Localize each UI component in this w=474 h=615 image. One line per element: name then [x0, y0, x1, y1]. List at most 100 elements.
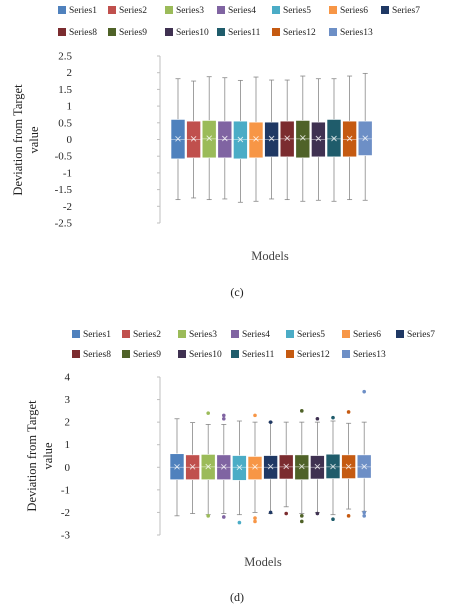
mean-marker [314, 463, 321, 470]
y-tick-label: -2.5 [55, 218, 73, 230]
mean-marker [345, 463, 352, 470]
legend-item: Series7 [381, 6, 420, 16]
y-axis-title: Deviation from Target [11, 84, 25, 196]
outlier-point [253, 516, 257, 520]
legend-label: Series11 [228, 28, 261, 38]
outlier-point [331, 517, 335, 521]
mean-marker [190, 136, 197, 142]
legend-item: Series3 [165, 6, 204, 16]
legend-label: Series6 [353, 330, 381, 340]
legend-label: Series4 [242, 330, 270, 340]
mean-marker [361, 463, 368, 470]
legend-label: Series6 [340, 6, 368, 16]
legend-swatch [178, 330, 186, 338]
outlier-point [315, 511, 320, 516]
chart-panel-d: Series1 Series2 Series3 Series4 Series5 Serie… [25, 330, 435, 604]
y-tick-label: 1.5 [58, 84, 72, 96]
mean-marker [174, 464, 180, 470]
outlier-point [346, 410, 351, 414]
legend-label: Series5 [283, 6, 311, 16]
y-tick-label: 3 [65, 394, 71, 406]
legend-item: Series10 [178, 350, 222, 360]
legend-label: Series8 [83, 350, 111, 360]
y-tick-label: -1 [63, 167, 72, 179]
legend-label: Series7 [392, 6, 420, 16]
legend-item: Series10 [165, 28, 209, 38]
legend-item: Series1 [72, 330, 111, 340]
legend-swatch [58, 6, 66, 14]
outlier-point [362, 389, 367, 394]
box-series10 [311, 78, 326, 201]
y-axis-title-line2: value [27, 126, 41, 154]
y-tick-label: 2 [65, 417, 71, 429]
mean-marker [221, 135, 228, 142]
y-tick-label: 2.5 [58, 51, 72, 63]
mean-marker [283, 463, 290, 470]
legend-item: Series6 [329, 6, 368, 16]
outlier-point [268, 420, 273, 424]
y-tick-label: -2 [63, 201, 72, 213]
y-tick-label: -0.5 [55, 151, 73, 163]
mean-marker [315, 135, 322, 142]
box-iqr [247, 456, 263, 480]
legend-label: Series3 [176, 6, 204, 16]
legend-item: Series5 [272, 6, 311, 16]
legend-label: Series12 [297, 350, 330, 360]
legend-swatch [286, 350, 294, 358]
mean-marker [268, 135, 275, 142]
panel-label: (d) [230, 590, 244, 604]
box-series3 [201, 76, 217, 201]
legend-swatch [272, 28, 280, 36]
legend-item: Series13 [329, 28, 373, 38]
box-series12 [342, 75, 357, 201]
legend-item: Series6 [342, 330, 381, 340]
legend-item: Series9 [108, 28, 147, 38]
legend-item: Series3 [178, 330, 217, 340]
legend-swatch [342, 330, 350, 338]
legend-swatch [396, 330, 404, 338]
box-series9 [295, 75, 311, 202]
box-series4 [217, 77, 233, 200]
box-series6 [248, 76, 264, 202]
mean-marker [284, 135, 291, 141]
box-series [169, 389, 372, 525]
outlier-point [237, 520, 242, 525]
box-series12 [341, 410, 356, 518]
x-axis-title: Models [244, 555, 282, 569]
y-axis-title-line2: value [41, 442, 55, 470]
box-iqr [232, 455, 247, 481]
box-series7 [264, 79, 279, 200]
outlier-point [346, 514, 351, 518]
outlier-point [331, 415, 335, 420]
y-tick-label: -1.5 [55, 184, 73, 196]
y-tick-label: 0.5 [58, 117, 72, 129]
legend-item: Series9 [122, 350, 161, 360]
legend-label: Series9 [133, 350, 161, 360]
legend-item: Series2 [108, 6, 147, 16]
y-tick-label: 2 [67, 67, 73, 79]
outlier-point [222, 515, 226, 519]
y-axis: -2.5 -2 -1.5 -1 -0.5 0 0.5 1 1.5 2 2.5 [55, 51, 161, 230]
legend-swatch [108, 6, 116, 14]
legend-swatch [165, 28, 173, 36]
box-series1 [170, 78, 186, 201]
outlier-point [222, 413, 226, 418]
mean-marker [236, 464, 243, 471]
legend-label: Series1 [69, 6, 97, 16]
legend-swatch [272, 6, 280, 14]
box-series13 [357, 72, 373, 201]
legend-item: Series8 [72, 350, 111, 360]
legend-swatch [58, 28, 66, 36]
legend-swatch [381, 6, 389, 14]
legend-item: Series5 [286, 330, 325, 340]
y-axis-title: Deviation from Target [25, 400, 39, 512]
y-tick-label: 1 [67, 101, 73, 113]
box-series8 [279, 79, 295, 201]
legend-swatch [217, 28, 225, 36]
outlier-point [300, 514, 304, 518]
legend: Series1 Series2 Series3 Series4 Series5 Serie… [72, 330, 435, 360]
box-series [170, 72, 373, 203]
y-tick-label: 0 [67, 134, 73, 146]
box-series2 [185, 422, 200, 514]
legend-label: Series5 [297, 330, 325, 340]
